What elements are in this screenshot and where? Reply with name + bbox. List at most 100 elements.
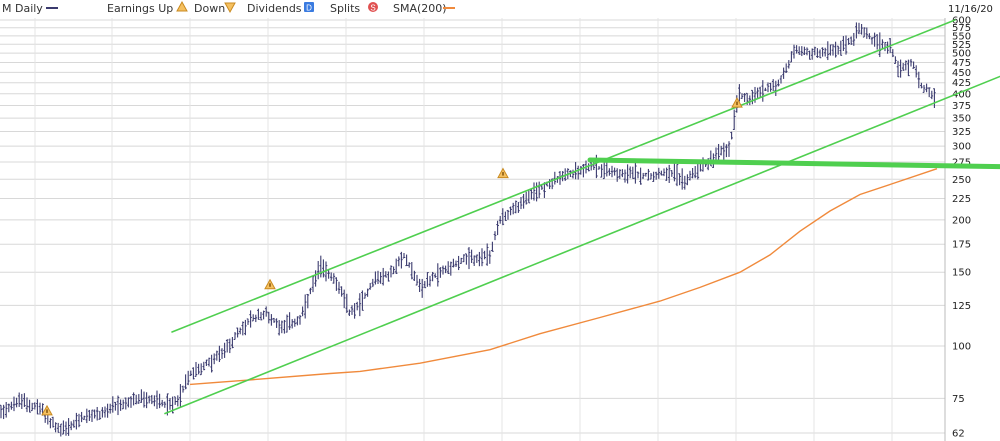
price-bar	[176, 395, 180, 407]
price-bar	[350, 305, 354, 315]
price-bar	[392, 266, 395, 275]
price-bar	[249, 310, 252, 328]
price-bar	[485, 243, 489, 266]
price-bar	[792, 44, 796, 59]
price-bar	[761, 80, 765, 102]
y-tick-525: 525	[952, 40, 971, 51]
price-bar	[381, 267, 385, 286]
price-bar	[90, 409, 94, 422]
sma-200-line	[189, 168, 938, 386]
price-bar	[912, 61, 915, 69]
price-bar	[25, 397, 29, 413]
price-bar	[134, 394, 138, 405]
price-bar	[329, 272, 333, 281]
price-bar	[36, 399, 39, 415]
price-bar	[920, 82, 923, 89]
y-tick-125: 125	[952, 301, 971, 312]
price-bar	[402, 252, 406, 259]
price-bar	[407, 262, 411, 268]
y-tick-375: 375	[952, 101, 971, 112]
price-bar	[124, 397, 128, 410]
price-bar	[618, 169, 622, 179]
price-bar	[553, 171, 557, 185]
price-bar	[881, 39, 884, 50]
price-bar	[168, 398, 172, 410]
price-bar	[439, 267, 442, 278]
price-bar	[181, 385, 185, 393]
price-bar	[543, 182, 546, 198]
price-bar	[896, 60, 900, 78]
price-bar	[259, 311, 263, 321]
price-bar	[621, 169, 624, 178]
price-bar	[683, 175, 687, 190]
price-bar	[88, 409, 91, 421]
price-bar	[917, 71, 921, 89]
price-bar	[589, 162, 593, 171]
price-bar	[725, 144, 728, 158]
chart-legend: M Daily Earnings Up Down Dividends D Spl…	[2, 0, 993, 15]
price-bar	[823, 47, 827, 57]
price-bar	[605, 162, 609, 177]
price-bar	[662, 168, 666, 177]
price-bar	[428, 275, 432, 287]
price-bar	[418, 278, 421, 293]
svg-text:D: D	[306, 4, 312, 13]
price-bar	[829, 44, 832, 56]
price-bar	[197, 363, 200, 375]
price-bar	[849, 36, 853, 45]
price-bar	[862, 27, 866, 38]
price-bar	[28, 399, 31, 413]
price-bar	[285, 314, 289, 333]
earnings-up-marker-icon	[731, 97, 743, 108]
earnings-mark	[502, 172, 504, 176]
price-bar	[922, 84, 926, 93]
price-bar	[272, 317, 276, 323]
price-bar	[358, 293, 362, 317]
price-bar	[680, 168, 684, 190]
price-bar	[748, 95, 752, 106]
price-bar	[353, 303, 356, 319]
price-bar	[530, 188, 533, 200]
price-bar	[582, 163, 585, 178]
price-bar	[722, 142, 726, 160]
price-bar	[732, 109, 736, 130]
price-bar	[137, 394, 141, 404]
price-bar	[267, 311, 271, 324]
price-bar	[147, 395, 151, 404]
price-bar	[342, 289, 346, 309]
price-bar	[826, 41, 830, 61]
price-bar	[441, 265, 445, 275]
price-bar	[649, 173, 653, 180]
price-bar	[639, 167, 642, 185]
splits-label: Splits	[330, 2, 360, 15]
y-tick-150: 150	[952, 268, 971, 279]
price-bar	[186, 370, 190, 386]
price-bar	[600, 164, 603, 178]
price-bar	[764, 87, 767, 92]
price-bar	[223, 342, 226, 358]
price-bar	[246, 318, 250, 325]
price-bar	[899, 59, 902, 78]
price-bar	[262, 310, 265, 320]
price-bar	[49, 418, 52, 429]
price-bar	[160, 399, 164, 407]
price-bar	[319, 255, 323, 278]
price-bar	[925, 83, 928, 93]
price-bar	[855, 22, 858, 39]
price-bar	[116, 395, 120, 416]
price-bar	[654, 171, 658, 180]
price-bar	[189, 370, 193, 376]
price-bar	[153, 395, 156, 407]
price-bar	[524, 191, 528, 205]
price-bars-series	[0, 22, 936, 437]
earnings-down-label: Down	[194, 2, 225, 15]
y-tick-225: 225	[952, 194, 971, 205]
price-bar	[51, 416, 55, 428]
price-bar	[834, 41, 837, 58]
price-bar	[769, 82, 772, 92]
price-bar	[909, 58, 913, 67]
price-bar	[236, 327, 239, 338]
price-bar	[805, 47, 809, 56]
price-bar	[509, 206, 512, 216]
